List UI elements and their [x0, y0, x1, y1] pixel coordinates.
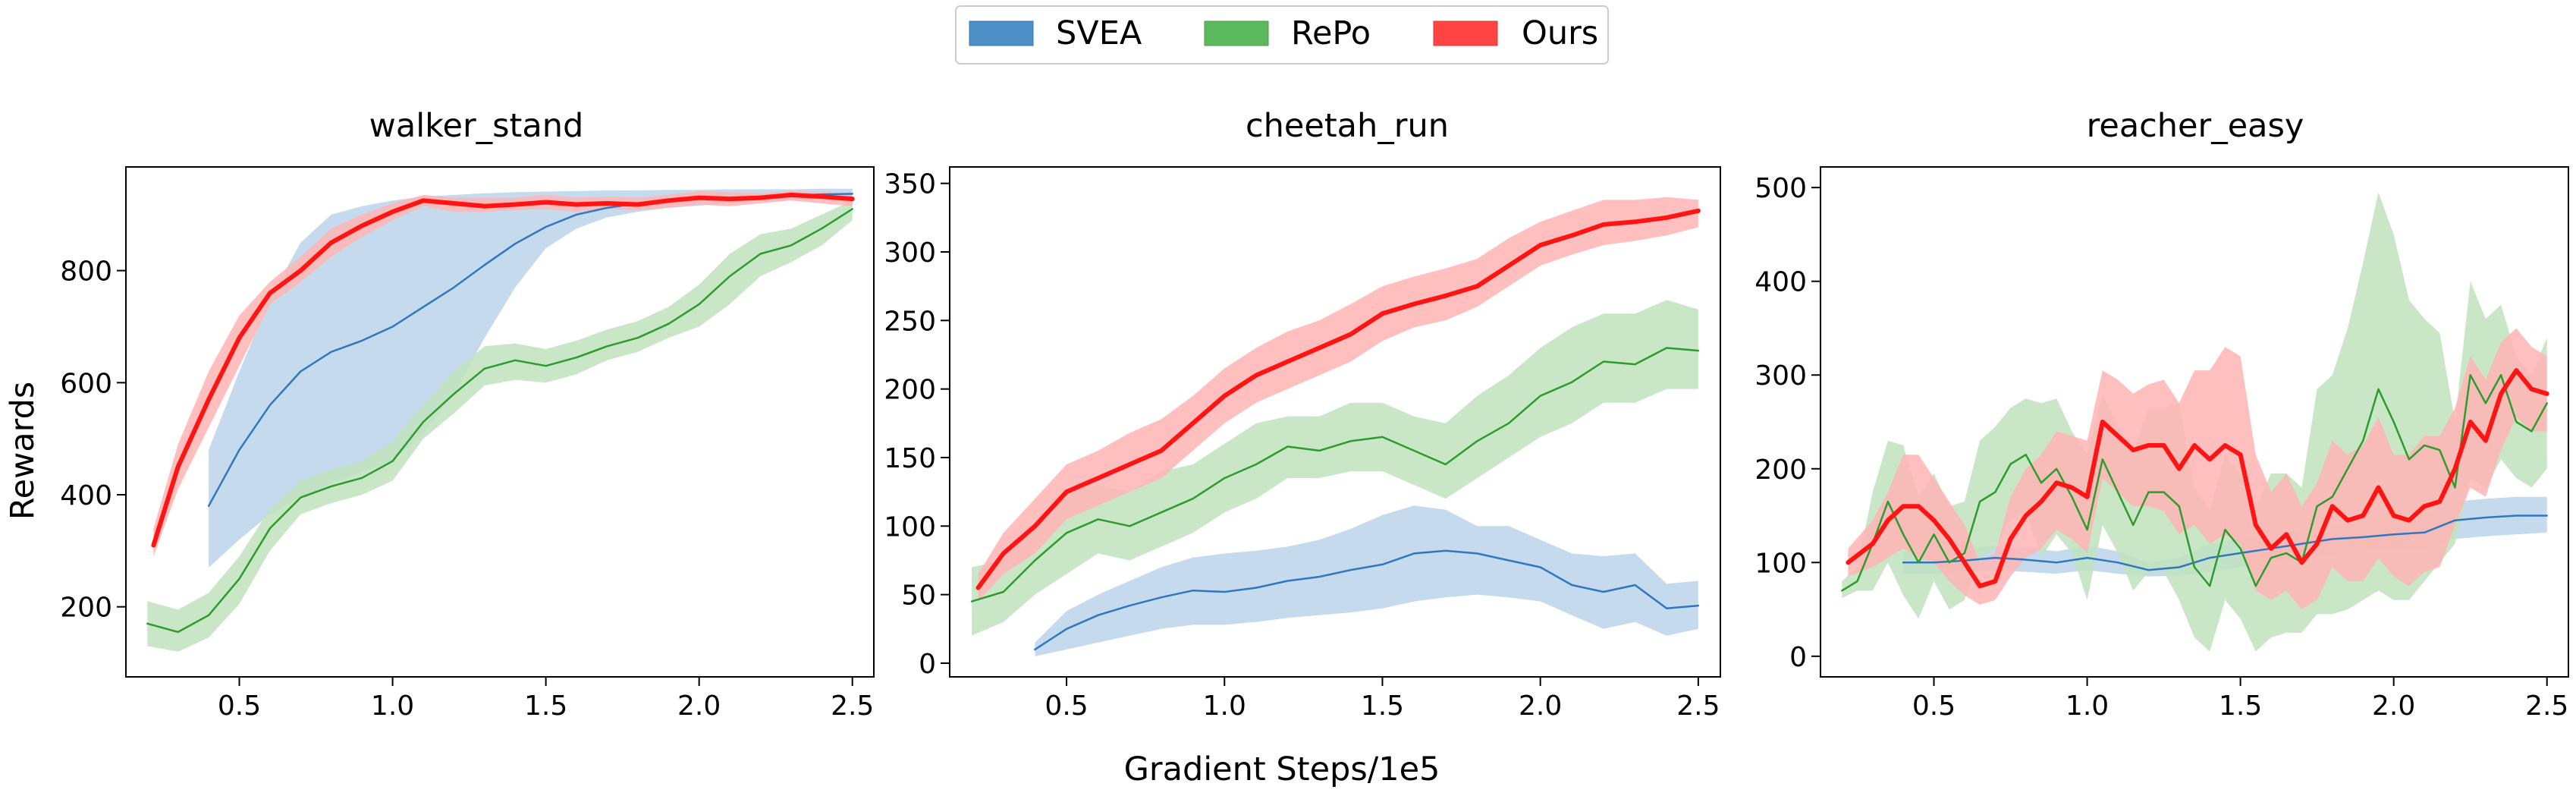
- line-repo: [146, 208, 853, 634]
- y-tick-label: 800: [60, 256, 112, 288]
- y-tick-label: 600: [60, 368, 112, 399]
- plot-area: 0.5 1.0 1.5 2.0 2.5 0 100 200 300 400 500: [1755, 166, 2569, 722]
- legend-swatch-ours: [1433, 20, 1498, 46]
- line-ours: [151, 192, 855, 548]
- plot-area: 0.5 1.0 1.5 2.0 2.5 0 50 100 150 200 250 300 350: [884, 166, 1721, 722]
- line-repo: [970, 347, 1700, 603]
- legend-label-svea: SVEA: [1056, 14, 1142, 52]
- x-tick-label: 1.5: [2219, 691, 2262, 722]
- band-svea: [1903, 496, 2547, 577]
- line-svea: [1034, 549, 1700, 651]
- plot-area: 0.5 1.0 1.5 2.0 2.5 200 400 600 800: [60, 166, 875, 722]
- legend-label-repo: RePo: [1291, 14, 1371, 52]
- x-tick-label: 1.0: [2066, 691, 2109, 722]
- band-svea: [1035, 505, 1698, 656]
- x-axis-label: Gradient Steps/1e5: [1124, 750, 1440, 788]
- axes-frame: [949, 166, 1721, 678]
- y-tick-label: 200: [884, 375, 936, 406]
- subplot-walker-stand: walker_stand 0.5 1.0 1.5 2.0 2.5 200 400 600 800: [60, 107, 875, 722]
- band-svea: [209, 188, 853, 568]
- y-tick-label: 150: [884, 443, 936, 474]
- x-tick-label: 2.0: [677, 691, 721, 722]
- legend-swatch-svea: [969, 20, 1034, 46]
- line-svea: [1902, 514, 2548, 571]
- subplot-title: walker_stand: [369, 107, 584, 145]
- x-tick-label: 0.5: [1912, 691, 1956, 722]
- legend: SVEA RePo Ours: [955, 5, 1609, 64]
- band-ours: [978, 197, 1698, 602]
- subplot-title: reacher_easy: [2087, 107, 2304, 145]
- x-tick-label: 1.0: [1203, 691, 1246, 722]
- y-tick-label: 100: [884, 511, 936, 543]
- y-tick-label: 0: [919, 649, 936, 680]
- series-layer: [146, 188, 855, 652]
- y-tick-label: 0: [1789, 642, 1807, 673]
- band-repo: [147, 200, 853, 652]
- x-tick-label: 1.5: [1361, 691, 1404, 722]
- y-tick-label: 50: [901, 580, 936, 612]
- legend-swatch-repo: [1204, 20, 1269, 46]
- subplot-reacher-easy: reacher_easy 0.5 1.0 1.5 2.0 2.5 0 100 200 300 40…: [1755, 107, 2569, 722]
- y-tick-label: 200: [1755, 455, 1807, 486]
- series-layer: [970, 197, 1701, 656]
- y-tick-label: 250: [884, 306, 936, 337]
- y-axis-label: Rewards: [4, 382, 42, 521]
- y-tick-label: 100: [1755, 548, 1807, 579]
- x-tick-label: 0.5: [218, 691, 261, 722]
- axes-frame: [1820, 166, 2569, 678]
- axes-frame: [125, 166, 875, 678]
- y-tick-label: 500: [1755, 173, 1807, 204]
- y-tick-label: 400: [60, 480, 112, 511]
- line-ours: [1846, 368, 2549, 589]
- legend-frame: [955, 5, 1609, 64]
- subplot-title: cheetah_run: [1246, 107, 1449, 145]
- line-ours: [975, 208, 1701, 590]
- x-tick-label: 1.5: [524, 691, 567, 722]
- y-tick-label: 200: [60, 593, 112, 624]
- x-tick-label: 2.0: [1519, 691, 1562, 722]
- x-tick-label: 2.5: [1676, 691, 1720, 722]
- y-tick-label: 300: [1755, 360, 1807, 392]
- subplot-cheetah-run: cheetah_run 0.5 1.0 1.5 2.0 2.5 0 50 100 150 200 2…: [884, 107, 1721, 722]
- legend-label-ours: Ours: [1522, 14, 1598, 52]
- series-layer: [1841, 192, 2549, 652]
- y-tick-label: 400: [1755, 267, 1807, 298]
- x-tick-label: 1.0: [371, 691, 414, 722]
- band-repo: [972, 300, 1698, 636]
- x-tick-label: 2.0: [2372, 691, 2415, 722]
- x-tick-label: 2.5: [2525, 691, 2568, 722]
- y-tick-label: 300: [884, 238, 936, 269]
- x-tick-label: 2.5: [831, 691, 874, 722]
- y-tick-label: 350: [884, 169, 936, 200]
- band-ours: [1848, 328, 2547, 610]
- x-tick-label: 0.5: [1045, 691, 1088, 722]
